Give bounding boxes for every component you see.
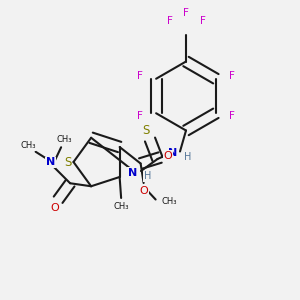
Text: N: N [168,148,177,158]
Text: O: O [163,151,172,161]
Text: S: S [143,124,150,137]
Text: CH₃: CH₃ [20,141,36,150]
Text: F: F [167,16,172,26]
Text: O: O [139,185,148,196]
Text: H: H [184,152,191,163]
Text: F: F [230,111,235,121]
Text: F: F [200,16,206,26]
Text: CH₃: CH₃ [56,135,72,144]
Text: N: N [128,167,137,178]
Text: F: F [137,71,142,81]
Text: CH₃: CH₃ [113,202,129,211]
Text: F: F [230,71,235,81]
Text: H: H [144,171,151,182]
Text: N: N [46,157,55,167]
Text: S: S [64,155,71,169]
Text: F: F [183,8,189,19]
Text: CH₃: CH₃ [161,196,176,206]
Text: F: F [137,111,142,121]
Text: O: O [51,203,59,213]
